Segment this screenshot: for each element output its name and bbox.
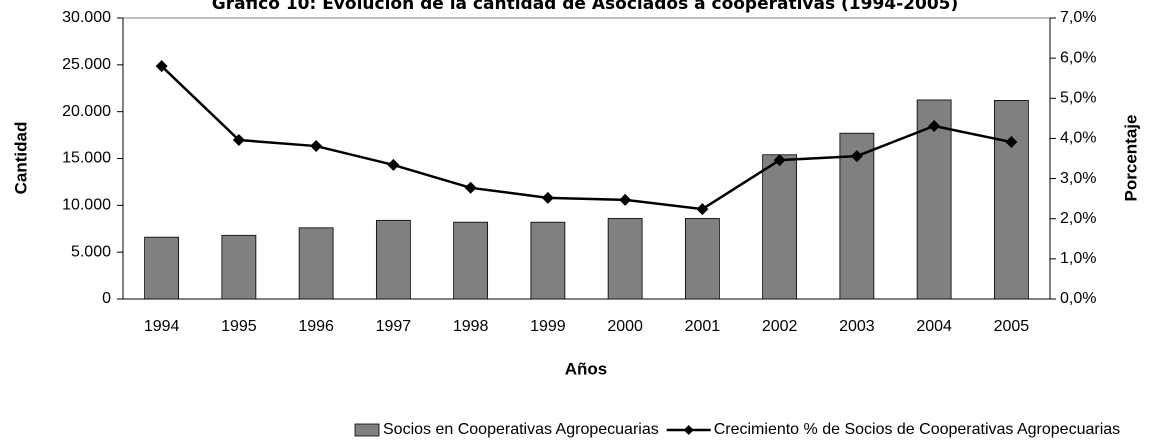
bar <box>916 99 952 300</box>
bar <box>375 219 411 300</box>
y2-tick-label: 6,0% <box>1060 49 1096 66</box>
bar <box>530 221 566 300</box>
bar <box>453 221 489 300</box>
bar <box>607 218 643 300</box>
marker <box>464 181 477 194</box>
y2-tick-label: 2,0% <box>1060 210 1096 227</box>
marker <box>310 140 323 153</box>
x-tick-label: 1997 <box>376 318 412 335</box>
legend-label: Socios en Cooperativas Agropecuarias <box>383 421 659 438</box>
bar <box>762 154 798 300</box>
x-tick-label: 2002 <box>762 318 798 335</box>
line <box>160 65 1012 211</box>
legend-marker <box>683 425 694 435</box>
plot-area <box>122 17 1051 300</box>
bar <box>298 227 334 300</box>
legend-label: Crecimiento % de Socios de Cooperativas … <box>714 421 1120 438</box>
legend-swatch <box>354 423 380 437</box>
bar <box>993 100 1029 300</box>
x-tick-label: 1999 <box>530 318 566 335</box>
y-tick-label: 30.000 <box>62 9 111 26</box>
marker <box>387 158 400 171</box>
y2-tick-label: 3,0% <box>1060 170 1096 187</box>
y2-tick-label: 1,0% <box>1060 250 1096 267</box>
y-tick-label: 25.000 <box>62 56 111 73</box>
y-axis-title: Cantidad <box>11 122 30 195</box>
x-tick-label: 2001 <box>685 318 721 335</box>
x-tick-label: 2004 <box>916 318 952 335</box>
marker <box>773 154 786 167</box>
x-tick-label: 2003 <box>839 318 875 335</box>
bar <box>221 234 257 300</box>
marker <box>928 119 941 132</box>
x-axis-title: Años <box>565 359 608 378</box>
y-tick-label: 0 <box>102 290 111 307</box>
chart-title: Gráfico 10: Evolución de la cantidad de … <box>212 0 959 14</box>
marker <box>1005 136 1018 149</box>
y2-tick-label: 4,0% <box>1060 130 1096 147</box>
y-tick-label: 20.000 <box>62 103 111 120</box>
x-tick-label: 1995 <box>221 318 257 335</box>
marker <box>155 60 168 73</box>
x-tick-label: 1994 <box>144 318 180 335</box>
y2-tick-label: 7,0% <box>1060 9 1096 26</box>
y-tick-label: 10.000 <box>62 197 111 214</box>
marker <box>541 191 554 204</box>
marker <box>696 203 709 216</box>
x-tick-label: 1998 <box>453 318 489 335</box>
y-tick-label: 5.000 <box>71 243 111 260</box>
x-tick-label: 2000 <box>607 318 643 335</box>
x-tick-label: 2005 <box>994 318 1030 335</box>
y2-axis-title: Porcentaje <box>1121 115 1140 202</box>
y2-tick-label: 5,0% <box>1060 90 1096 107</box>
marker <box>232 134 245 147</box>
marker <box>619 193 632 206</box>
bar <box>684 218 720 300</box>
y2-tick-label: 0,0% <box>1060 290 1096 307</box>
y-tick-label: 15.000 <box>62 150 111 167</box>
marker <box>850 150 863 163</box>
x-tick-label: 1996 <box>298 318 334 335</box>
bar <box>144 236 180 300</box>
